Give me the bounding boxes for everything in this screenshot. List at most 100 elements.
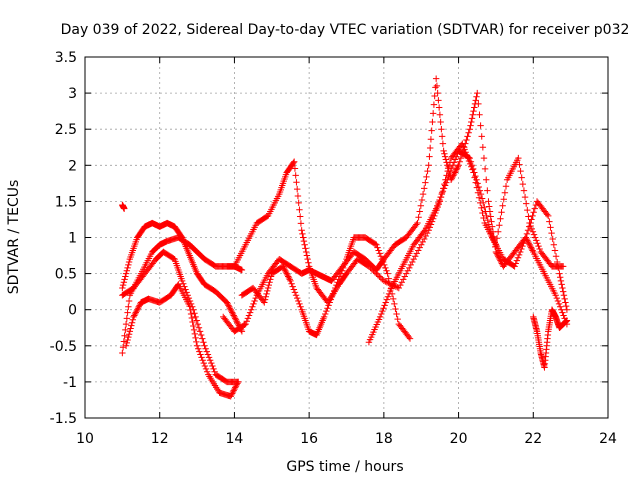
data-point bbox=[295, 199, 302, 207]
data-point bbox=[291, 289, 299, 296]
data-point bbox=[209, 362, 216, 370]
data-point bbox=[329, 290, 337, 298]
data-point bbox=[530, 209, 537, 216]
data-point bbox=[291, 158, 298, 165]
data-point bbox=[283, 270, 290, 277]
x-axis-label: GPS time / hours bbox=[286, 459, 403, 475]
data-point bbox=[380, 305, 387, 312]
data-point bbox=[518, 174, 525, 181]
data-point bbox=[443, 179, 450, 186]
data-point bbox=[190, 322, 197, 330]
data-point bbox=[469, 111, 476, 118]
data-point bbox=[132, 309, 140, 316]
data-point bbox=[122, 326, 129, 334]
data-point bbox=[464, 133, 471, 140]
data-point bbox=[242, 320, 249, 328]
data-point bbox=[234, 378, 242, 386]
data-point bbox=[261, 296, 269, 303]
data-point bbox=[415, 247, 422, 254]
data-point bbox=[305, 259, 312, 266]
data-point bbox=[445, 163, 453, 170]
data-point bbox=[302, 248, 310, 256]
data-point bbox=[439, 140, 447, 147]
data-point bbox=[375, 247, 382, 254]
data-point bbox=[467, 122, 474, 129]
data-point bbox=[384, 270, 391, 277]
data-point bbox=[560, 312, 567, 319]
data-point bbox=[190, 326, 198, 334]
data-point bbox=[125, 303, 132, 311]
data-point bbox=[479, 209, 486, 217]
data-point bbox=[561, 295, 568, 303]
data-point bbox=[395, 284, 402, 292]
data-point bbox=[552, 292, 559, 299]
data-point bbox=[293, 179, 300, 186]
data-point bbox=[551, 247, 559, 254]
data-point bbox=[546, 218, 553, 225]
data-point bbox=[554, 297, 562, 305]
data-point bbox=[427, 136, 435, 143]
data-point bbox=[413, 221, 420, 228]
data-point bbox=[224, 300, 231, 308]
data-point bbox=[342, 258, 349, 266]
data-point bbox=[394, 315, 401, 323]
data-point bbox=[419, 190, 427, 198]
data-point bbox=[444, 176, 451, 183]
data-point bbox=[227, 393, 234, 400]
data-point bbox=[127, 325, 134, 332]
data-point bbox=[419, 238, 426, 246]
data-point bbox=[432, 205, 440, 212]
data-point bbox=[230, 387, 237, 394]
data-point bbox=[425, 162, 432, 169]
data-point bbox=[289, 283, 296, 290]
data-point bbox=[197, 351, 204, 358]
data-point bbox=[119, 284, 126, 292]
data-point bbox=[126, 328, 134, 335]
data-point bbox=[480, 154, 488, 162]
data-point bbox=[377, 253, 385, 260]
data-point bbox=[186, 297, 194, 305]
data-point bbox=[523, 230, 531, 238]
x-tick-label: 24 bbox=[599, 431, 617, 447]
data-point bbox=[438, 190, 445, 198]
data-point bbox=[448, 164, 456, 172]
data-point bbox=[558, 281, 565, 288]
data-point bbox=[303, 252, 311, 259]
data-point bbox=[559, 263, 567, 270]
data-point bbox=[559, 284, 566, 292]
data-point bbox=[193, 342, 201, 349]
data-point bbox=[248, 306, 255, 313]
data-point bbox=[526, 241, 533, 248]
data-point bbox=[292, 172, 299, 179]
series-arc-i bbox=[365, 147, 571, 346]
data-point bbox=[481, 165, 489, 173]
data-point bbox=[119, 349, 126, 357]
data-point bbox=[128, 319, 136, 326]
data-point bbox=[243, 318, 250, 325]
data-point bbox=[134, 306, 141, 313]
data-point bbox=[374, 244, 381, 251]
data-point bbox=[232, 316, 240, 324]
data-point bbox=[445, 173, 452, 181]
data-point bbox=[200, 359, 207, 367]
data-point bbox=[436, 196, 443, 204]
data-point bbox=[123, 339, 131, 347]
data-point bbox=[465, 129, 472, 137]
data-point bbox=[204, 351, 212, 358]
y-tick-label: 3.5 bbox=[55, 50, 77, 66]
data-point bbox=[297, 303, 304, 311]
data-point bbox=[338, 267, 346, 274]
data-point bbox=[199, 357, 206, 364]
data-point bbox=[499, 202, 506, 209]
data-point bbox=[264, 287, 271, 295]
data-point bbox=[325, 302, 332, 309]
data-point bbox=[407, 261, 414, 269]
data-point bbox=[515, 154, 522, 162]
y-tick-label: 1 bbox=[68, 231, 77, 247]
data-point bbox=[397, 281, 404, 289]
data-point bbox=[466, 154, 473, 162]
data-point bbox=[401, 273, 408, 280]
data-point bbox=[472, 97, 479, 104]
data-point bbox=[293, 294, 301, 302]
data-point bbox=[391, 300, 398, 308]
